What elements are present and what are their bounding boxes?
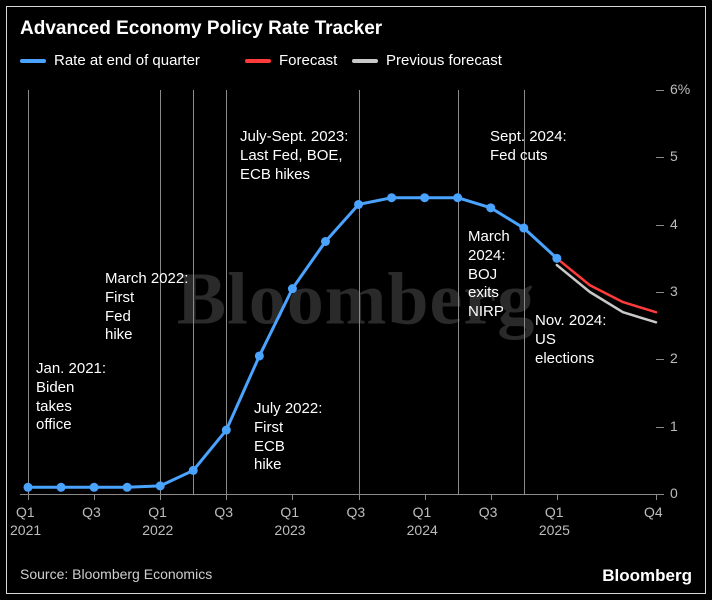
rate-marker: [420, 193, 429, 202]
rate-marker: [123, 483, 132, 492]
rate-marker: [156, 481, 165, 490]
rate-marker: [24, 483, 33, 492]
source-text: Source: Bloomberg Economics: [20, 566, 212, 582]
footer-row: Source: Bloomberg Economics Bloomberg: [20, 566, 692, 586]
chart-container: { "title": {"text":"Advanced Economy Pol…: [0, 0, 712, 600]
rate-marker: [90, 483, 99, 492]
brand-text: Bloomberg: [602, 566, 692, 586]
annotation: July 2022:FirstECBhike: [254, 400, 322, 475]
annotation: March2024:BOJexitsNIRP: [468, 228, 510, 322]
annotation: Jan. 2021:Bidentakesoffice: [36, 360, 106, 435]
rate-marker: [222, 426, 231, 435]
rate-marker: [387, 193, 396, 202]
annotation: Nov. 2024:USelections: [535, 312, 606, 368]
rate-marker: [321, 237, 330, 246]
annotation: Sept. 2024:Fed cuts: [490, 128, 567, 166]
annotation: March 2022:FirstFedhike: [105, 270, 188, 345]
annotation: July-Sept. 2023:Last Fed, BOE,ECB hikes: [240, 128, 348, 184]
rate-marker: [354, 200, 363, 209]
rate-marker: [453, 193, 462, 202]
rate-marker: [57, 483, 66, 492]
series-forecast: [557, 258, 656, 312]
rate-marker: [486, 203, 495, 212]
rate-marker: [519, 224, 528, 233]
rate-marker: [288, 284, 297, 293]
rate-marker: [189, 466, 198, 475]
rate-marker: [552, 254, 561, 263]
rate-marker: [255, 351, 264, 360]
